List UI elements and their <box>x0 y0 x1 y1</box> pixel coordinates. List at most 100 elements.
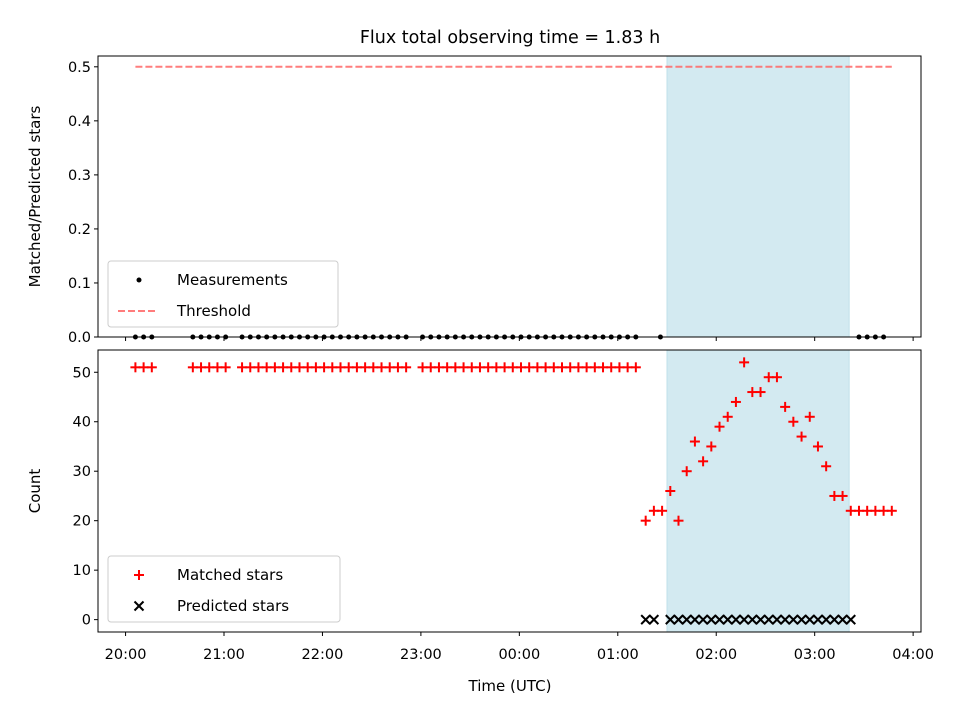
data-point <box>689 436 700 447</box>
marker-stroke <box>673 614 684 625</box>
data-point <box>401 362 412 373</box>
data-point <box>665 486 676 496</box>
marker-stroke <box>665 614 676 625</box>
data-point <box>648 614 660 625</box>
y-tick-label: 0.2 <box>68 222 91 238</box>
data-point <box>886 505 897 516</box>
marker-stroke <box>788 614 799 625</box>
marker-stroke <box>829 614 840 625</box>
data-point <box>788 614 799 625</box>
marker-stroke <box>771 614 783 625</box>
plot-frame <box>97 349 922 633</box>
marker-stroke <box>779 614 791 625</box>
data-point <box>788 416 799 427</box>
series-predicted-stars <box>640 614 856 625</box>
data-point <box>730 614 742 625</box>
legend: Matched stars Predicted stars <box>107 555 341 623</box>
data-point <box>722 614 733 625</box>
data-point <box>697 614 709 625</box>
data-point <box>812 441 823 452</box>
plot-frame <box>97 55 922 338</box>
data-point <box>780 401 791 412</box>
marker-stroke <box>730 614 742 625</box>
data-point <box>665 614 676 625</box>
data-point <box>640 515 651 526</box>
marker-stroke <box>755 614 766 625</box>
data-point <box>821 461 832 472</box>
data-point <box>673 515 684 526</box>
marker-stroke <box>133 600 145 612</box>
highlight-span <box>666 349 850 633</box>
legend-label: Threshold <box>176 302 251 320</box>
marker-stroke <box>714 614 725 625</box>
x-tick-label: 21:00 <box>203 647 245 663</box>
data-point <box>220 362 231 373</box>
data-point <box>845 614 856 625</box>
data-point <box>755 387 766 398</box>
data-point <box>738 614 750 625</box>
data-point <box>706 441 717 452</box>
marker-stroke <box>738 614 750 625</box>
data-point <box>763 614 774 625</box>
legend-label: Predicted stars <box>177 597 289 615</box>
x-tick-label: 03:00 <box>794 647 836 663</box>
data-point <box>771 614 783 625</box>
data-point <box>146 362 157 373</box>
data-point <box>771 372 782 383</box>
y-tick-label: 0.0 <box>68 330 91 346</box>
data-point <box>689 614 701 625</box>
legend-label: Measurements <box>177 271 288 289</box>
x-tick-label: 20:00 <box>105 647 147 663</box>
data-point <box>714 421 725 432</box>
data-point <box>722 411 733 422</box>
chart-title: Flux total observing time = 1.83 h <box>360 28 660 48</box>
marker-stroke <box>722 614 733 625</box>
legend-swatch <box>134 570 144 580</box>
data-point <box>804 614 815 625</box>
data-point <box>698 456 709 467</box>
data-point <box>837 614 848 625</box>
data-point <box>681 466 692 477</box>
data-point <box>714 614 725 625</box>
marker-stroke <box>820 614 832 625</box>
data-point <box>796 614 807 625</box>
data-point <box>796 431 807 442</box>
y-tick-label: 0.3 <box>68 168 91 184</box>
y-tick-label: 0.4 <box>68 114 91 130</box>
y-tick-label: 20 <box>73 514 91 530</box>
data-point <box>820 614 832 625</box>
series-matched-stars <box>130 357 897 526</box>
data-point <box>747 614 758 625</box>
data-point <box>640 614 651 625</box>
data-point <box>681 614 692 625</box>
data-point <box>837 490 848 501</box>
data-point <box>706 614 717 625</box>
bottom-panel: 0 10 20 30 40 50 20:00 21:00 22:00 23:00 00:00 01:0… <box>26 349 934 663</box>
data-point <box>812 614 824 625</box>
data-point <box>739 357 750 368</box>
data-point <box>779 614 791 625</box>
y-tick-label: 40 <box>73 415 91 431</box>
top-panel: 0.0 0.1 0.2 0.3 0.4 0.5 Matched/Predicted star… <box>26 55 922 346</box>
y-tick-label: 0.5 <box>68 60 91 76</box>
y-tick-label: 10 <box>73 563 91 579</box>
marker-stroke <box>763 614 774 625</box>
y-axis-label: Count <box>26 469 44 514</box>
legend-box <box>107 555 341 623</box>
y-tick-label: 30 <box>73 464 91 480</box>
data-point <box>755 614 766 625</box>
legend-swatch <box>133 600 145 612</box>
x-tick-label: 02:00 <box>695 647 737 663</box>
marker-stroke <box>837 614 848 625</box>
data-point <box>630 362 641 373</box>
data-point <box>829 614 840 625</box>
y-tick-label: 0 <box>82 613 91 629</box>
marker-stroke <box>747 614 758 625</box>
y-tick-label: 50 <box>73 365 91 381</box>
marker-stroke <box>640 614 651 625</box>
data-point <box>673 614 684 625</box>
marker-stroke <box>796 614 807 625</box>
legend-box <box>107 260 339 328</box>
legend: Measurements Threshold <box>107 260 339 328</box>
